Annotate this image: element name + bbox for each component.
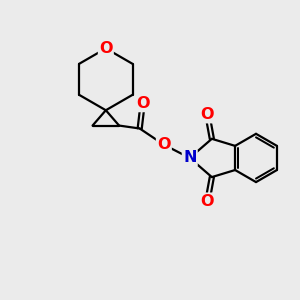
Text: O: O	[99, 41, 112, 56]
Text: O: O	[157, 137, 171, 152]
Text: O: O	[201, 194, 214, 209]
Text: N: N	[183, 150, 196, 165]
Text: O: O	[136, 96, 149, 111]
Text: O: O	[201, 107, 214, 122]
